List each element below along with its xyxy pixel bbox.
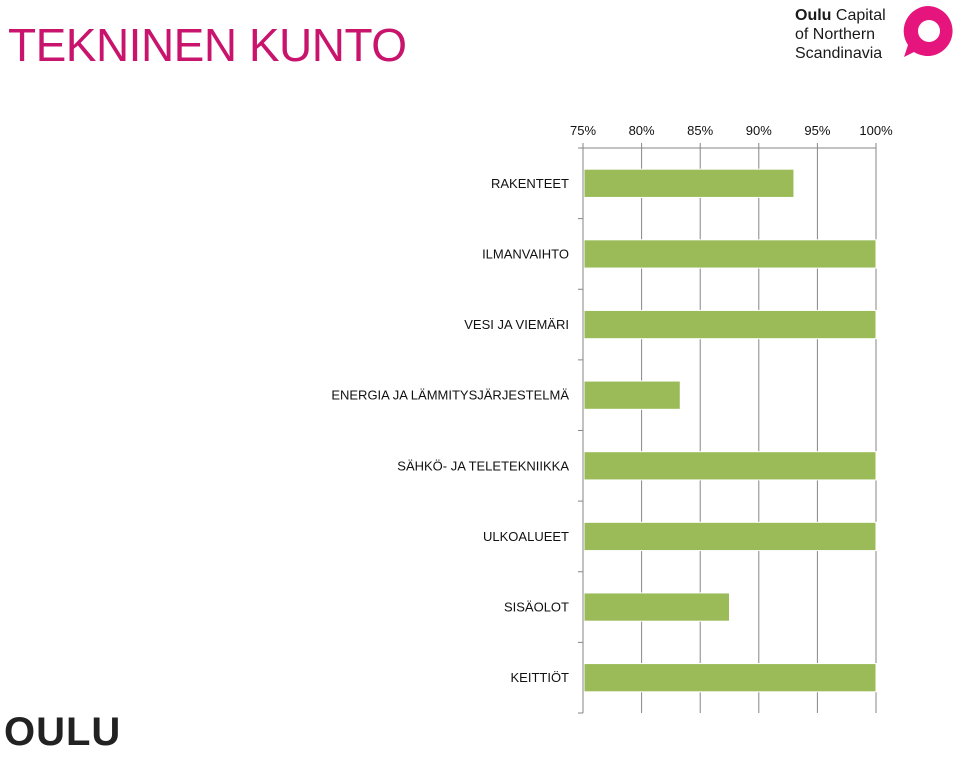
category-label: RAKENTEET	[491, 176, 569, 191]
bar	[583, 592, 730, 622]
x-tick-label: 100%	[859, 123, 893, 138]
bar	[583, 521, 877, 552]
category-label: ENERGIA JA LÄMMITYSJÄRJESTELMÄ	[331, 388, 569, 403]
bar	[583, 451, 877, 481]
category-label: KEITTIÖT	[511, 670, 570, 685]
axis-layer	[578, 143, 877, 714]
brand-name: Oulu	[795, 7, 832, 24]
bar	[583, 380, 681, 410]
bar	[583, 168, 795, 198]
category-label: ULKOALUEET	[483, 529, 569, 544]
brand-tagline: Oulu Capital of Northern Scandinavia	[795, 6, 900, 63]
bar	[583, 309, 877, 340]
x-tick-label: 95%	[804, 123, 830, 138]
grid-layer	[582, 148, 877, 713]
bars-layer	[583, 168, 877, 693]
x-tick-label: 90%	[746, 123, 772, 138]
labels-layer: 75% 80% 85% 90% 95% 100% RAKENTEET ILMANVAIHTO V…	[331, 123, 893, 685]
category-label: ILMANVAIHTO	[482, 246, 569, 261]
x-tick-label: 80%	[629, 123, 655, 138]
speech-bubble-logo-icon	[903, 6, 953, 57]
category-label: SÄHKÖ- JA TELETEKNIIKKA	[397, 458, 569, 473]
category-label: VESI JA VIEMÄRI	[464, 317, 569, 332]
bar	[583, 239, 877, 269]
bar	[583, 663, 877, 693]
page-title: TEKNINEN KUNTO	[8, 19, 407, 71]
oulu-logo: OULU	[4, 710, 122, 754]
x-tick-label: 85%	[687, 123, 713, 138]
category-label: SISÄOLOT	[504, 600, 569, 615]
brand-line3: Scandinavia	[795, 45, 883, 62]
brand-line1-rest: Capital	[831, 7, 886, 24]
x-tick-label: 75%	[570, 123, 596, 138]
brand-line2: of Northern	[795, 26, 876, 43]
